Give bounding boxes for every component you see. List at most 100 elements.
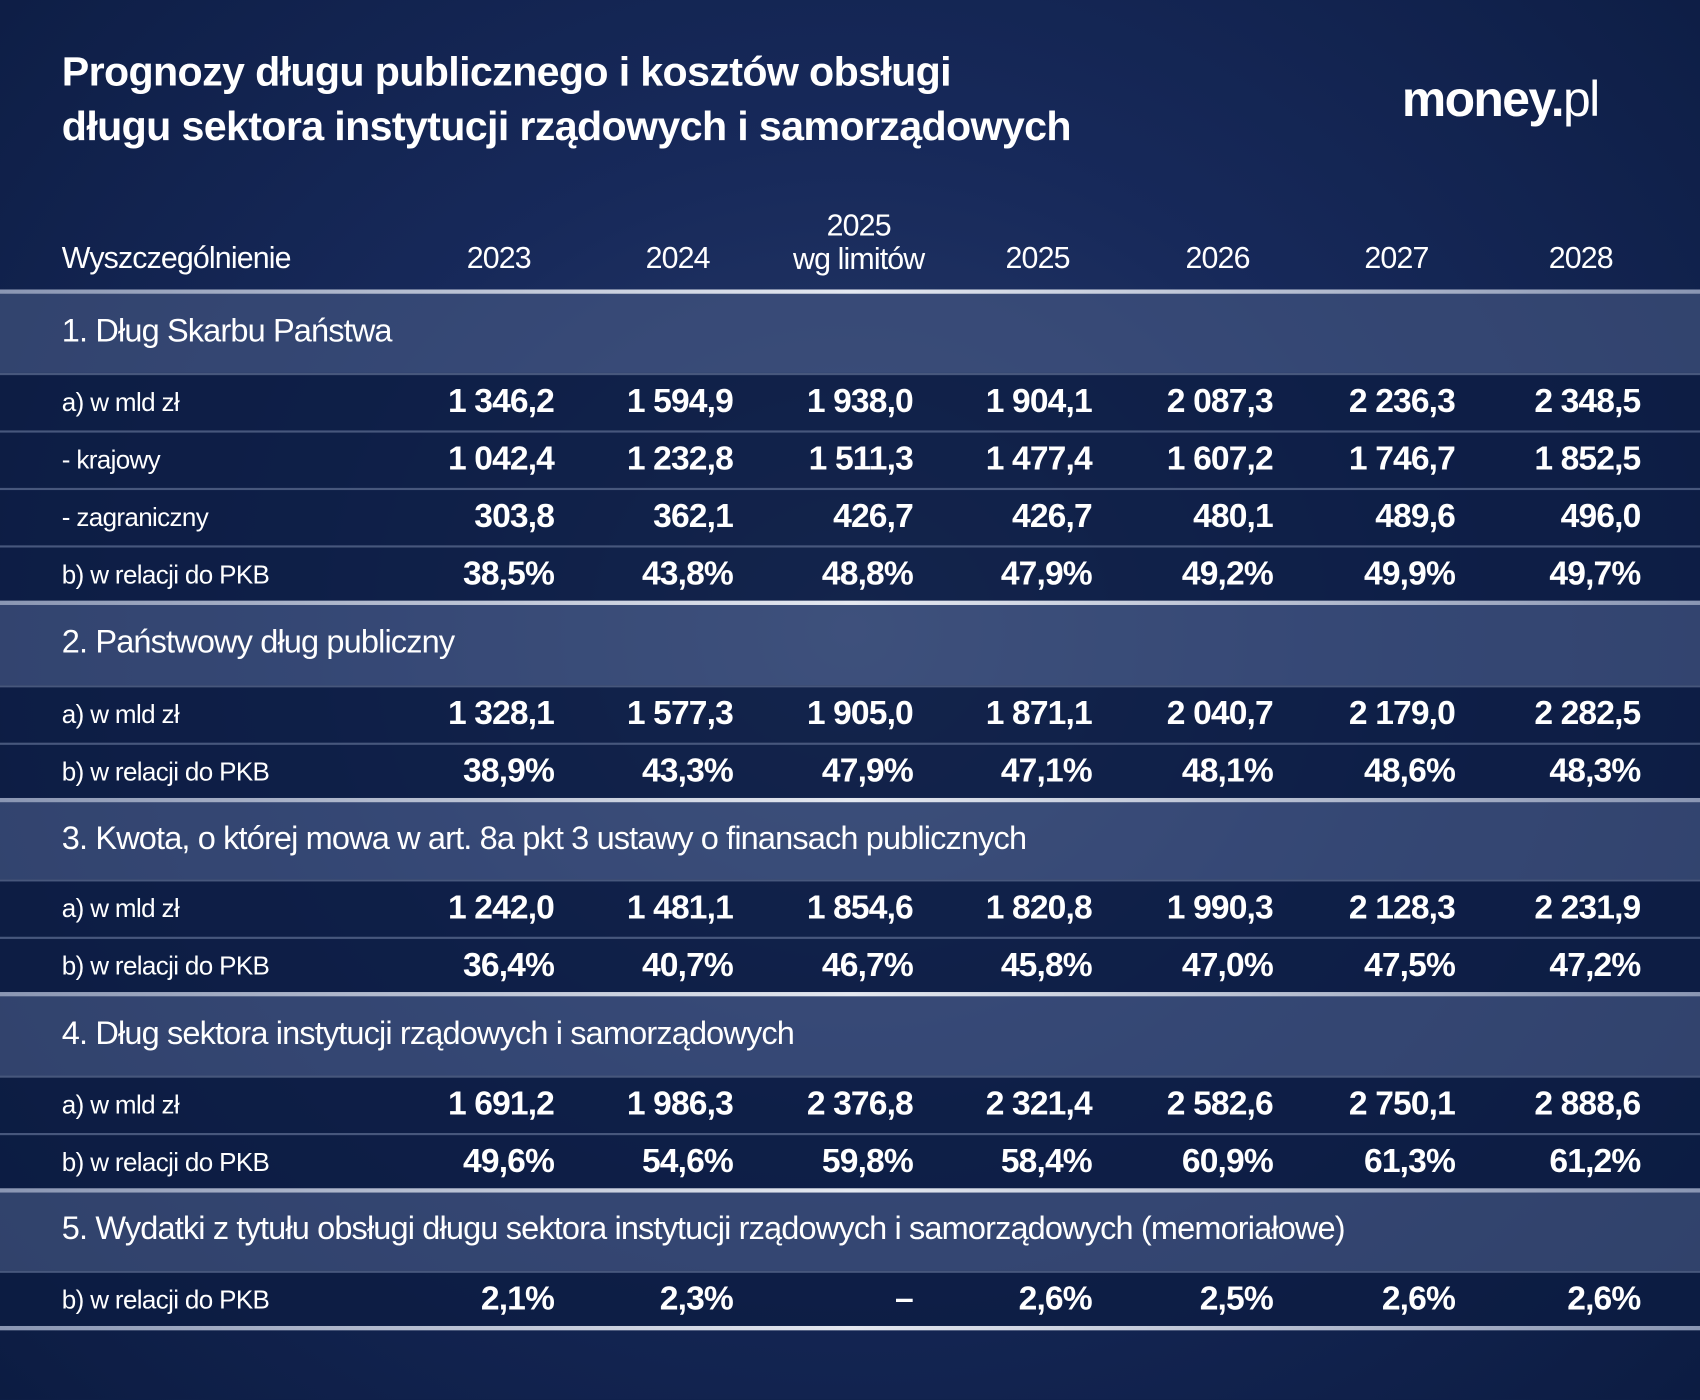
row-label: a) w mld zł — [61, 1090, 180, 1120]
section-title: 3. Kwota, o której mowa w art. 8a pkt 3 … — [61, 820, 1027, 856]
cell-value: 1 691,2 — [447, 1084, 555, 1123]
header-label: Wyszczególnienie — [61, 240, 292, 275]
cell-value: 2 282,5 — [1534, 693, 1641, 732]
table-row: b) w relacji do PKB 38,9% 43,3% 47,9% 47,1% 4… — [0, 742, 1700, 798]
column-header: 2025 wg limitów — [793, 208, 925, 276]
cell-value: 1 242,0 — [447, 887, 555, 926]
cell-value: 38,9% — [463, 751, 555, 790]
cell-value: 2 348,5 — [1534, 381, 1641, 420]
cell-value: 58,4% — [1000, 1141, 1093, 1180]
cell-value: 49,6% — [463, 1141, 555, 1180]
title-line-1: Prognozy długu publicznego i kosztów obs… — [61, 49, 952, 96]
cell-value: 36,4% — [463, 945, 555, 984]
cell-value: 496,0 — [1560, 496, 1642, 535]
cell-value: 49,9% — [1364, 554, 1456, 592]
cell-value: 1 990,3 — [1166, 887, 1274, 926]
cell-value: 54,6% — [641, 1141, 734, 1180]
section-divider — [0, 600, 1700, 605]
cell-value: 47,1% — [1000, 751, 1093, 790]
section-title: 4. Dług sektora instytucji rządowych i s… — [61, 1015, 795, 1052]
cell-value: 49,2% — [1181, 554, 1274, 592]
row-label: a) w mld zł — [61, 894, 180, 924]
table-row: b) w relacji do PKB 2,1% 2,3% – 2,6% 2,5% 2,6%… — [0, 1270, 1700, 1326]
title-line-2: długu sektora instytucji rządowych i sam… — [61, 104, 1072, 150]
cell-value: 47,9% — [821, 751, 914, 790]
row-label: a) w mld zł — [61, 388, 180, 418]
cell-value: 1 477,4 — [985, 439, 1093, 478]
column-header: 2028 — [1548, 240, 1614, 275]
cell-value: 61,3% — [1364, 1141, 1456, 1180]
section-divider — [0, 992, 1700, 997]
cell-value: 48,8% — [821, 554, 914, 592]
table-row: a) w mld zł 1 691,2 1 986,3 2 376,8 2 321,4 2… — [0, 1075, 1700, 1133]
cell-value: 2,6% — [1018, 1279, 1093, 1318]
table-row: b) w relacji do PKB 49,6% 54,6% 59,8% 58,4% 6… — [0, 1132, 1700, 1189]
table-row: - zagraniczny 303,8 362,1 426,7 426,7 480,1 48… — [0, 487, 1700, 546]
cell-value: 480,1 — [1193, 496, 1274, 535]
section-header: 5. Wydatki z tytułu obsługi długu sektor… — [0, 1192, 1700, 1271]
cell-value: 2 888,6 — [1534, 1084, 1641, 1123]
cell-value: 426,7 — [833, 496, 914, 535]
cell-value: 48,6% — [1364, 751, 1456, 790]
cell-value: 2,3% — [659, 1279, 734, 1318]
cell-value: 1 594,9 — [626, 381, 734, 420]
section-divider — [0, 1325, 1700, 1331]
cell-value: 1 938,0 — [806, 381, 914, 420]
row-label: - krajowy — [61, 445, 161, 475]
cell-value: 1 904,1 — [985, 381, 1093, 420]
cell-value: 2 179,0 — [1348, 693, 1456, 732]
cell-value: 48,3% — [1549, 751, 1641, 790]
cell-value: 2 087,3 — [1166, 381, 1274, 420]
cell-value: 47,9% — [1000, 554, 1093, 592]
section-title: 5. Wydatki z tytułu obsługi długu sektor… — [61, 1211, 1346, 1247]
cell-value: 1 986,3 — [626, 1084, 734, 1123]
table-row: a) w mld zł 1 242,0 1 481,1 1 854,6 1 820,8 1… — [0, 879, 1700, 937]
cell-value: 2 582,6 — [1166, 1084, 1274, 1123]
money-pl-logo: money.pl — [1401, 70, 1600, 127]
cell-value: 2 321,4 — [985, 1084, 1093, 1123]
cell-value: 1 232,8 — [626, 439, 734, 478]
cell-value: 1 820,8 — [985, 887, 1093, 926]
cell-value: 489,6 — [1375, 496, 1456, 535]
table-row: a) w mld zł 1 346,2 1 594,9 1 938,0 1 904,1 2… — [0, 372, 1700, 431]
row-label: a) w mld zł — [61, 700, 180, 730]
cell-value: 1 854,6 — [806, 887, 914, 926]
section-divider — [0, 797, 1700, 803]
cell-value: 46,7% — [821, 945, 914, 984]
cell-value: 2 750,1 — [1348, 1084, 1456, 1123]
cell-value: 1 852,5 — [1534, 439, 1641, 478]
cell-value: 47,5% — [1364, 945, 1456, 984]
cell-value: 47,0% — [1181, 945, 1274, 984]
cell-value: 2 236,3 — [1348, 381, 1456, 420]
column-header: 2027 — [1364, 240, 1429, 275]
cell-value: 2,6% — [1567, 1279, 1641, 1318]
table-row: a) w mld zł 1 328,1 1 577,3 1 905,0 1 871,1 2… — [0, 685, 1700, 743]
cell-value: 426,7 — [1012, 496, 1093, 535]
cell-value: 40,7% — [641, 945, 734, 984]
row-label: b) w relacji do PKB — [61, 1285, 270, 1316]
cell-value: 1 511,3 — [808, 439, 914, 478]
cell-value: 48,1% — [1181, 751, 1274, 790]
section-header: 3. Kwota, o której mowa w art. 8a pkt 3 … — [0, 802, 1700, 880]
row-label: b) w relacji do PKB — [61, 757, 270, 788]
table-row: b) w relacji do PKB 38,5% 43,8% 48,8% 47,9% 4… — [0, 545, 1700, 601]
cell-value: 2,6% — [1381, 1279, 1456, 1318]
section-header: 4. Dług sektora instytucji rządowych i s… — [0, 996, 1700, 1076]
section-header: 2. Państwowy dług publiczny — [0, 604, 1700, 686]
table-row: b) w relacji do PKB 36,4% 40,7% 46,7% 45,8% 4… — [0, 936, 1700, 993]
row-label: - zagraniczny — [61, 503, 209, 533]
cell-value: 38,5% — [463, 554, 555, 592]
cell-value: 1 042,4 — [447, 439, 555, 478]
column-header: 2023 — [466, 240, 532, 275]
cell-value: 61,2% — [1549, 1141, 1641, 1180]
cell-value: – — [895, 1279, 914, 1318]
column-header: 2024 — [645, 240, 711, 275]
cell-value: 43,8% — [641, 554, 734, 592]
table-row: - krajowy 1 042,4 1 232,8 1 511,3 1 477,4 1 6… — [0, 430, 1700, 488]
row-label: b) w relacji do PKB — [61, 1148, 270, 1178]
cell-value: 1 746,7 — [1348, 439, 1456, 478]
cell-value: 45,8% — [1000, 945, 1093, 984]
cell-value: 2,1% — [480, 1279, 555, 1318]
cell-value: 2 376,8 — [806, 1084, 914, 1123]
